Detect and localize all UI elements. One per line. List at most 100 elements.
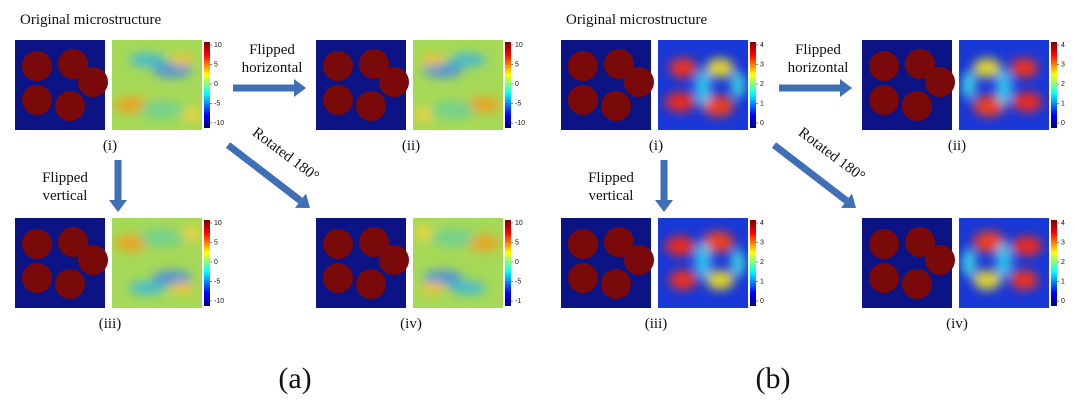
inclusion [22,263,52,293]
arrow-shaft [225,142,303,204]
arrow-shaft [771,142,849,204]
field-blob [450,53,486,67]
panel: Original microstructure 4 3 2 1 0 (i) 4 3 2 1 0 (ii)… [561,12,1065,332]
colorbar-tick-label: 2 [1061,259,1065,266]
colorbar-tick-label: -5 [515,100,521,107]
field-blobs [665,58,745,117]
inclusion [379,245,409,275]
field-blob [702,231,734,253]
arrow-label: horizontal [242,60,303,76]
panel-label: (b) [756,362,791,395]
field-blob [973,270,1001,290]
arrow-head [655,200,673,212]
field-blob [129,53,165,67]
inclusion [869,263,899,293]
field-blob [669,270,697,290]
field-blob [140,229,184,247]
colorbar-tick-label: -10 [214,298,224,305]
inclusion [905,49,935,79]
colorbar-tick-label: 5 [214,61,218,68]
field-blob [1012,236,1042,256]
arrow-label: Flipped [42,170,88,186]
field-blob [996,70,1012,106]
colorbar-tick-label: 3 [1061,61,1065,68]
field-blob [421,282,445,294]
colorbar [204,220,210,306]
field-blob [706,270,734,290]
field-blob [665,92,695,112]
inclusion [568,85,598,115]
field-blob [665,236,695,256]
field-content [658,40,748,130]
colorbar-tick-label: 5 [214,239,218,246]
field-blob [140,101,184,119]
microstructure [862,218,955,308]
field-map [112,218,202,308]
field-blobs [962,231,1042,290]
field-content [112,218,202,308]
colorbar-tick-label: 4 [1061,220,1065,227]
inclusion [624,67,654,97]
field-blob [413,225,433,241]
field-blob [431,101,475,119]
field-content [658,218,748,308]
colorbar-tick-label: 5 [515,61,519,68]
colorbar-tick-label: 2 [760,81,764,88]
microstructure [561,218,654,308]
field-blob [695,242,711,278]
inclusion [356,269,386,299]
colorbar-tick-label: -5 [214,278,220,285]
field-map [959,40,1049,130]
colorbar-tick-label: 3 [760,61,764,68]
arrow-head [295,193,310,208]
inclusion [902,91,932,121]
panel: Original microstructure1050-5-10(i)1050-… [15,12,525,332]
field-content [959,40,1049,130]
colorbar-tick-label: 10 [214,220,222,227]
colorbar-tick-label: 0 [760,120,764,127]
item-label: (iv) [400,316,422,332]
inclusion [323,229,353,259]
inclusion [568,229,598,259]
field-blob [413,107,433,123]
colorbar-tick-label: 2 [1061,81,1065,88]
colorbar-tick-label: 0 [515,81,519,88]
inclusion [604,227,634,257]
microstructure [316,218,409,308]
inclusion [359,49,389,79]
colorbar [1051,42,1057,128]
microstructure [15,218,108,308]
colorbar-tick-label: -10 [515,120,525,127]
item-label: (ii) [948,138,966,154]
microstructure [316,40,409,130]
colorbar-tick-label: 0 [1061,298,1065,305]
field-content [413,218,503,308]
colorbar-tick-label: 1 [1061,100,1065,107]
field-blob [695,70,711,106]
inclusion [323,263,353,293]
field-blobs [114,53,202,123]
inclusion [925,67,955,97]
colorbar-tick-label: 10 [515,42,523,49]
colorbar [204,42,210,128]
arrow-head [841,193,856,208]
inclusion [323,51,353,81]
field-blob [731,71,745,99]
arrow-label: vertical [589,188,634,204]
inclusion [356,91,386,121]
inclusion [604,49,634,79]
inclusion [379,67,409,97]
item-label: (ii) [402,138,420,154]
colorbar-tick-label: 1 [760,278,764,285]
field-blobs [114,225,202,295]
field-blobs [962,58,1042,117]
field-blobs [665,231,745,290]
inclusion [905,227,935,257]
field-blob [170,54,194,66]
field-content [112,40,202,130]
inclusion [359,227,389,257]
inclusion [22,229,52,259]
inclusion [22,51,52,81]
field-map [112,40,202,130]
field-blob [182,225,202,241]
